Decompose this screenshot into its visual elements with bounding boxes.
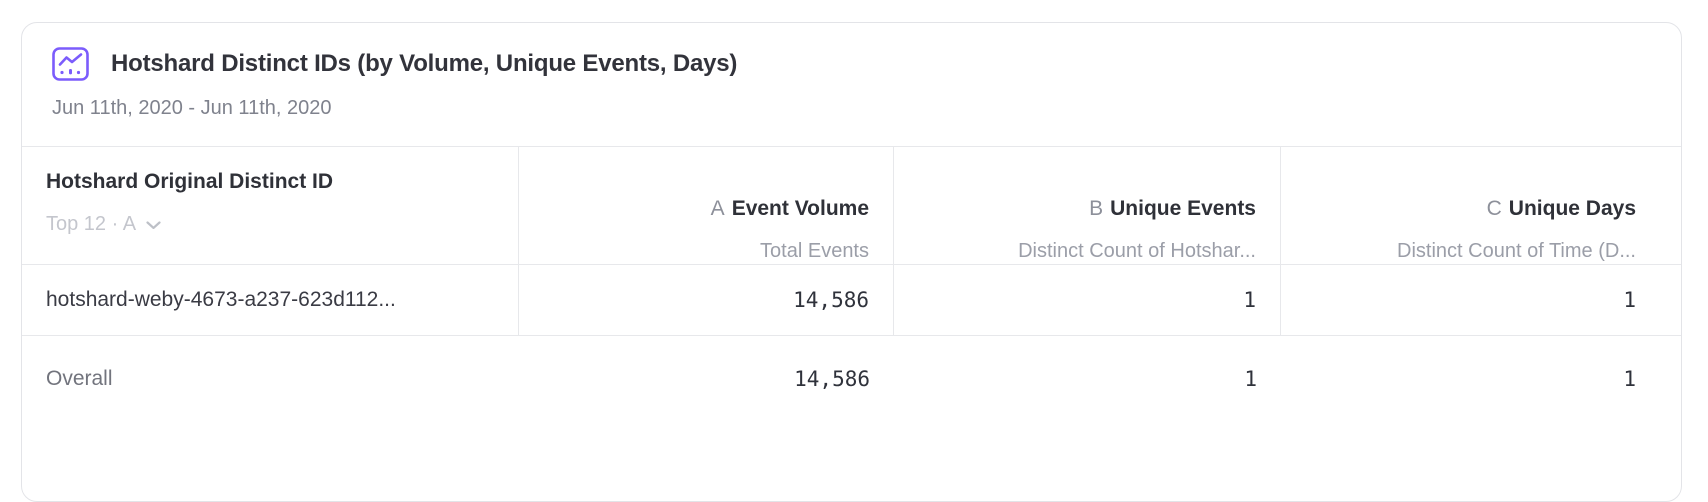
series-letter-a: A xyxy=(710,197,725,220)
report-header: Hotshard Distinct IDs (by Volume, Unique… xyxy=(22,23,1681,120)
column-label: B Unique Events xyxy=(1089,197,1256,220)
overall-row: Overall 14,586 1 1 xyxy=(22,336,1681,422)
series-letter-b: B xyxy=(1089,197,1104,220)
column-label: A Event Volume xyxy=(710,197,869,220)
table-row[interactable]: hotshard-weby-4673-a237-623d112... 14,58… xyxy=(22,265,1681,336)
overall-unique-days: 1 xyxy=(1623,367,1636,391)
column-header-event-volume[interactable]: A Event Volume Total Events xyxy=(519,147,894,264)
cell-distinct-id: hotshard-weby-4673-a237-623d112... xyxy=(22,265,519,335)
report-title: Hotshard Distinct IDs (by Volume, Unique… xyxy=(111,50,738,77)
column-header-distinct-id[interactable]: Hotshard Original Distinct ID Top 12 · A xyxy=(22,147,519,264)
results-table: Hotshard Original Distinct ID Top 12 · A… xyxy=(22,146,1681,422)
table-header-row: Hotshard Original Distinct ID Top 12 · A… xyxy=(22,146,1681,265)
cell-unique-events: 1 xyxy=(894,265,1281,335)
overall-unique-events: 1 xyxy=(1244,367,1257,391)
insights-line-chart-icon xyxy=(52,47,89,81)
column-header-unique-events[interactable]: B Unique Events Distinct Count of Hotshar… xyxy=(894,147,1281,264)
column-sublabel: Distinct Count of Time (D... xyxy=(1397,240,1636,262)
chevron-down-icon xyxy=(146,211,161,237)
top-n-dropdown[interactable]: Top 12 · A xyxy=(46,211,518,237)
top-n-dropdown-label: Top 12 · A xyxy=(46,213,137,235)
report-date-range: Jun 11th, 2020 - Jun 11th, 2020 xyxy=(52,97,332,119)
overall-label-cell: Overall xyxy=(46,367,113,390)
column-sublabel: Total Events xyxy=(760,240,869,262)
column-sublabel: Distinct Count of Hotshar... xyxy=(1018,240,1256,262)
column-header-unique-days[interactable]: C Unique Days Distinct Count of Time (D..… xyxy=(1281,147,1681,264)
series-letter-c: C xyxy=(1486,197,1502,220)
insights-report-card: Hotshard Distinct IDs (by Volume, Unique… xyxy=(21,22,1682,502)
cell-event-volume: 14,586 xyxy=(519,265,894,335)
cell-unique-days: 1 xyxy=(1623,288,1636,312)
column-label: C Unique Days xyxy=(1486,197,1636,220)
overall-event-volume: 14,586 xyxy=(794,367,870,391)
column-label: Hotshard Original Distinct ID xyxy=(46,170,334,193)
